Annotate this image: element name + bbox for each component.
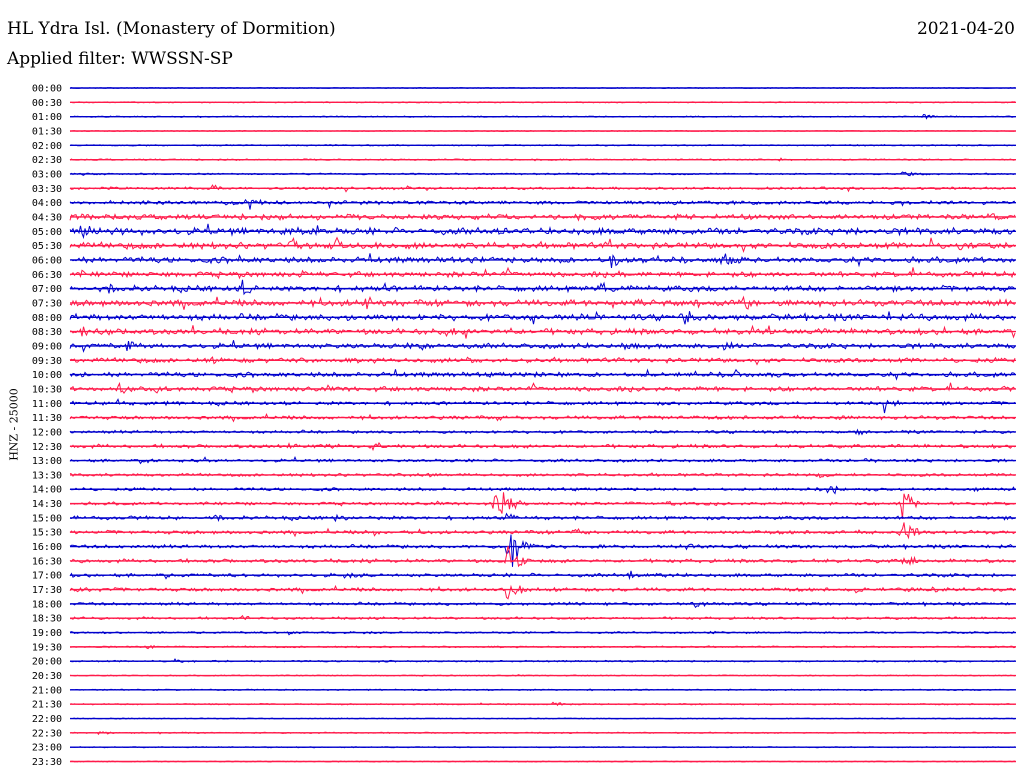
row-time-label: 17:30 [32,585,62,596]
row-time-label: 20:30 [32,671,62,682]
row-time-label: 18:00 [32,599,62,610]
row-time-label: 18:30 [32,614,62,625]
record-date: 2021-04-20 [916,19,1015,39]
row-time-label: 17:00 [32,571,62,582]
trace-row [69,236,1016,253]
row-time-label: 13:30 [32,470,62,481]
row-time-label: 16:00 [32,542,62,553]
row-time-label: 09:30 [32,356,62,367]
row-time-label: 03:30 [32,184,62,195]
row-time-label: 14:00 [32,485,62,496]
row-time-label: 07:00 [32,284,62,295]
row-time-label: 02:00 [32,141,62,152]
row-time-label: 14:30 [32,499,62,510]
row-time-label: 07:30 [32,298,62,309]
row-time-label: 20:00 [32,657,62,668]
trace-row [69,310,1016,325]
row-time-label: 19:00 [32,628,62,639]
trace-row [69,356,1016,366]
station-title: HL Ydra Isl. (Monastery of Dormition) [7,19,336,39]
trace-row [69,522,1016,540]
row-time-label: 21:00 [32,685,62,696]
trace-row [69,279,1016,296]
row-time-label: 12:30 [32,442,62,453]
row-time-label: 06:30 [32,270,62,281]
row-time-label: 00:30 [32,98,62,109]
trace-row [69,381,1016,395]
row-time-label: 05:30 [32,241,62,252]
row-time-label: 22:30 [32,728,62,739]
row-time-label: 13:00 [32,456,62,467]
row-time-label: 16:30 [32,556,62,567]
trace-row [70,492,1016,519]
row-time-label: 03:00 [32,169,62,180]
row-time-label: 06:00 [32,255,62,266]
row-time-label: 10:00 [32,370,62,381]
row-time-label: 04:00 [32,198,62,209]
row-time-label: 11:00 [32,399,62,410]
row-time-label: 22:00 [32,714,62,725]
trace-row [69,266,1016,280]
trace-row [69,223,1016,240]
row-time-label: 23:30 [32,757,62,768]
trace-row [69,545,1016,568]
row-time-label: 15:00 [32,513,62,524]
trace-row [69,485,1016,495]
trace-row [69,398,1016,414]
row-time-label: 01:30 [32,126,62,137]
row-time-label: 23:00 [32,743,62,754]
row-time-label: 10:30 [32,384,62,395]
row-time-label: 08:00 [32,313,62,324]
row-time-label: 02:30 [32,155,62,166]
row-time-label: 19:30 [32,642,62,653]
trace-row [69,534,1016,567]
trace-row [69,198,1016,210]
row-time-label: 12:00 [32,427,62,438]
row-time-label: 04:30 [32,212,62,223]
row-time-label: 11:30 [32,413,62,424]
row-time-label: 08:30 [32,327,62,338]
row-time-label: 21:30 [32,700,62,711]
row-time-label: 01:00 [32,112,62,123]
trace-row [69,584,1016,600]
filter-label: Applied filter: WWSSN-SP [7,49,233,69]
row-time-label: 00:00 [32,84,62,95]
row-time-label: 09:00 [32,341,62,352]
trace-row [69,601,1016,609]
row-time-label: 05:00 [32,227,62,238]
row-time-label: 15:30 [32,528,62,539]
